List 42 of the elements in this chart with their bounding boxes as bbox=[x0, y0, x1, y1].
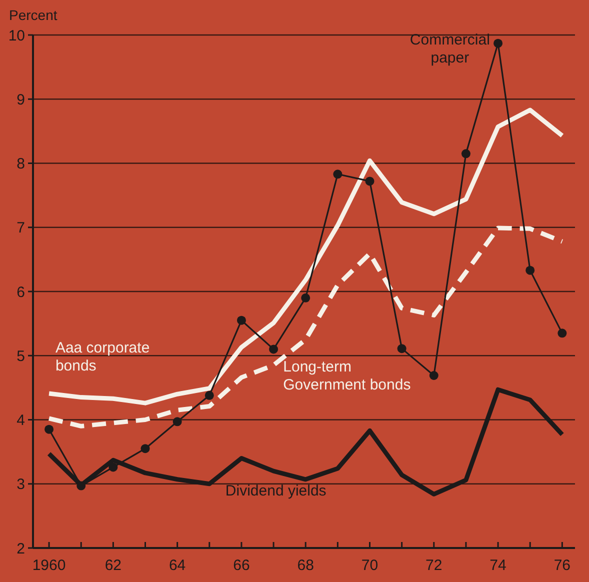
point bbox=[526, 266, 535, 275]
point bbox=[301, 293, 310, 302]
point bbox=[172, 417, 182, 426]
line-series bbox=[46, 108, 564, 406]
point bbox=[44, 424, 54, 434]
point bbox=[108, 462, 118, 472]
x-tick-label: 66 bbox=[233, 557, 250, 574]
y-tick-label: 7 bbox=[16, 220, 25, 237]
point bbox=[494, 38, 503, 48]
y-axis-title: Percent bbox=[9, 7, 58, 23]
point bbox=[461, 149, 470, 158]
y-tick-label: 10 bbox=[8, 27, 25, 44]
y-tick-label: 8 bbox=[16, 156, 25, 172]
y-tick-label: 4 bbox=[16, 412, 25, 429]
series-label: Long-term Government bonds bbox=[283, 358, 411, 394]
point bbox=[365, 176, 374, 186]
x-tick-label: 62 bbox=[104, 557, 122, 574]
y-tick-label: 9 bbox=[16, 91, 25, 108]
series-label: Commercial paper bbox=[410, 32, 490, 67]
x-tick-label: 68 bbox=[297, 557, 314, 574]
point bbox=[204, 390, 214, 400]
x-tick-label: 76 bbox=[554, 557, 571, 574]
point bbox=[140, 444, 150, 454]
series-label: Aaa corporate bonds bbox=[55, 339, 150, 374]
point bbox=[236, 316, 246, 325]
y-tick-label: 2 bbox=[16, 540, 25, 558]
x-tick-label: 64 bbox=[168, 557, 186, 574]
y-tick-label: 5 bbox=[16, 348, 25, 365]
point bbox=[558, 328, 567, 338]
y-tick-label: 6 bbox=[16, 284, 25, 301]
point bbox=[269, 344, 278, 354]
line-series bbox=[46, 226, 564, 428]
y-tick-label: 3 bbox=[16, 476, 25, 494]
point bbox=[397, 344, 406, 354]
x-tick-label: 70 bbox=[361, 557, 378, 574]
point bbox=[76, 481, 86, 490]
x-tick-label: 1960 bbox=[32, 557, 66, 574]
point bbox=[429, 371, 438, 380]
x-tick-label: 72 bbox=[426, 557, 442, 574]
point bbox=[333, 170, 342, 179]
x-tick-label: 74 bbox=[490, 557, 506, 574]
series-label: Dividend yields bbox=[225, 482, 326, 500]
